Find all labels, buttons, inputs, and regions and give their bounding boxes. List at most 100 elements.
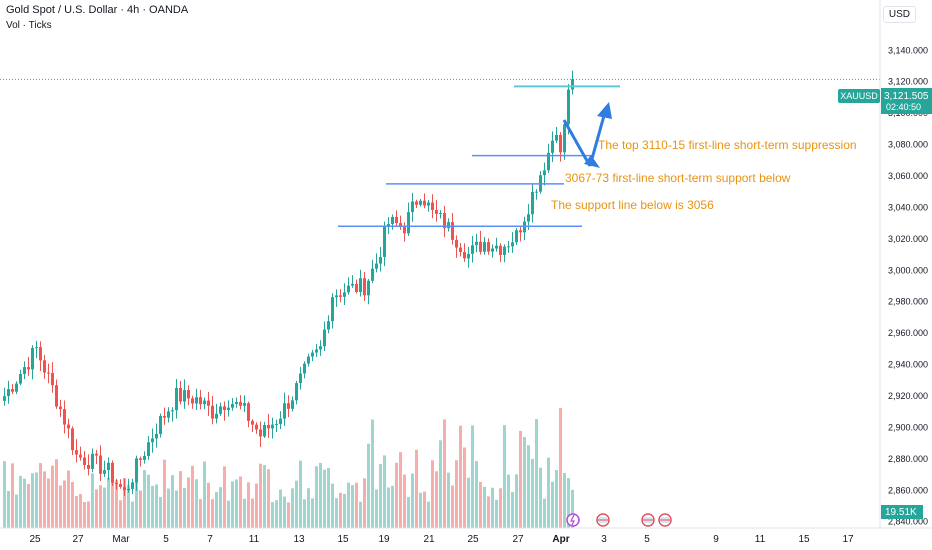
lightning-event-icon[interactable] xyxy=(566,513,580,527)
volume-bar xyxy=(99,485,102,528)
candle-body xyxy=(167,411,170,418)
price-tick-label: 3,120.000 xyxy=(888,77,928,87)
volume-bar xyxy=(275,500,278,528)
volume-bar xyxy=(355,482,358,528)
volume-bar xyxy=(467,477,470,528)
candle-body xyxy=(43,360,46,373)
candle-body xyxy=(291,400,294,409)
volume-bar xyxy=(227,500,230,528)
us-flag-event-icon[interactable] xyxy=(658,513,672,527)
event-icons[interactable] xyxy=(566,513,672,527)
arrow-up-shaft xyxy=(588,111,607,167)
candle-body xyxy=(503,246,506,255)
candle-body xyxy=(239,402,242,406)
candle-body xyxy=(71,428,74,451)
candle-body xyxy=(363,278,366,296)
volume-bar xyxy=(519,430,522,528)
volume-bar xyxy=(543,498,546,528)
candle-body xyxy=(343,292,346,297)
time-tick-label: 19 xyxy=(378,534,390,545)
volume-bar xyxy=(215,491,218,528)
candle-body xyxy=(559,134,562,153)
candle-body xyxy=(391,216,394,224)
candle-body xyxy=(563,124,566,153)
volume-bar xyxy=(135,464,138,528)
volume-bar xyxy=(499,488,502,528)
candle-body xyxy=(187,390,190,399)
volume-bar xyxy=(31,473,34,528)
volume-bar xyxy=(27,484,30,528)
volume-bar xyxy=(47,478,50,528)
candle-body xyxy=(307,356,310,364)
volume-bar xyxy=(267,469,270,528)
candle-body xyxy=(327,321,330,330)
candle-body xyxy=(283,403,286,419)
us-flag-event-icon[interactable] xyxy=(596,513,610,527)
candle-body xyxy=(255,424,258,430)
volume-bar xyxy=(211,499,214,528)
volume-bar xyxy=(391,485,394,528)
candle-body xyxy=(39,347,42,361)
candle-body xyxy=(311,352,314,357)
price-axis[interactable]: 3,140.0003,120.0003,100.0003,080.0003,06… xyxy=(879,0,928,528)
candle-body xyxy=(123,486,126,491)
candle-body xyxy=(27,367,30,370)
candle-body xyxy=(347,285,350,293)
volume-bar xyxy=(399,452,402,528)
candle-body xyxy=(411,201,414,213)
candle-body xyxy=(315,349,318,353)
candle-body xyxy=(303,363,306,374)
candle-body xyxy=(527,214,530,222)
candle-body xyxy=(3,396,6,401)
volume-bar xyxy=(103,487,106,528)
annotation-support-1: 3067-73 first-line short-term support be… xyxy=(565,171,791,185)
volume-bar xyxy=(171,475,174,528)
volume-bar xyxy=(383,455,386,528)
candle-body xyxy=(11,389,14,392)
volume-bar xyxy=(375,489,378,528)
time-tick-label: Apr xyxy=(552,534,569,545)
candle-body xyxy=(447,222,450,229)
volume-bar xyxy=(67,470,70,528)
candle-body xyxy=(159,415,162,434)
candle-body xyxy=(251,420,254,425)
volume-bar xyxy=(475,461,478,528)
candle-body xyxy=(63,409,66,425)
volume-bar xyxy=(447,472,450,528)
candle-body xyxy=(279,418,282,425)
time-tick-label: 17 xyxy=(842,534,854,545)
us-flag-event-icon[interactable] xyxy=(641,513,655,527)
volume-indicator-label: Vol · Ticks xyxy=(6,20,52,31)
candle-body xyxy=(19,374,22,384)
currency-button[interactable]: USD xyxy=(882,6,916,23)
volume-bar xyxy=(387,487,390,528)
candle-body xyxy=(451,222,454,240)
annotation-support-2: The support line below is 3056 xyxy=(551,198,714,212)
candle-body xyxy=(15,383,18,392)
candle-body xyxy=(163,415,166,418)
candle-body xyxy=(31,347,34,370)
volume-bar xyxy=(15,494,18,528)
volume-bar xyxy=(319,462,322,528)
candle-body xyxy=(375,263,378,269)
volume-value: 19.51K xyxy=(885,507,917,518)
price-tick-label: 3,040.000 xyxy=(888,202,928,212)
candle-body xyxy=(235,402,238,404)
candle-body xyxy=(531,191,534,215)
time-tick-label: 7 xyxy=(207,534,213,545)
candle-body xyxy=(355,283,358,292)
volume-bar xyxy=(427,501,430,528)
candle-body xyxy=(335,295,338,298)
candle-body xyxy=(487,242,490,252)
volume-bars xyxy=(3,408,574,528)
candle-body xyxy=(415,201,418,205)
candle-body xyxy=(243,403,246,406)
arrow-head-up xyxy=(597,102,612,119)
time-tick-label: 25 xyxy=(29,534,41,545)
time-axis[interactable]: 25 27 Mar 5 7 11 13 15 19 21 25 27 Apr 3 5 9 11 15 17 xyxy=(0,527,932,545)
price-tick-label: 2,960.000 xyxy=(888,328,928,338)
candle-body xyxy=(471,245,474,254)
volume-bar xyxy=(411,473,414,528)
candle-body xyxy=(79,454,82,458)
